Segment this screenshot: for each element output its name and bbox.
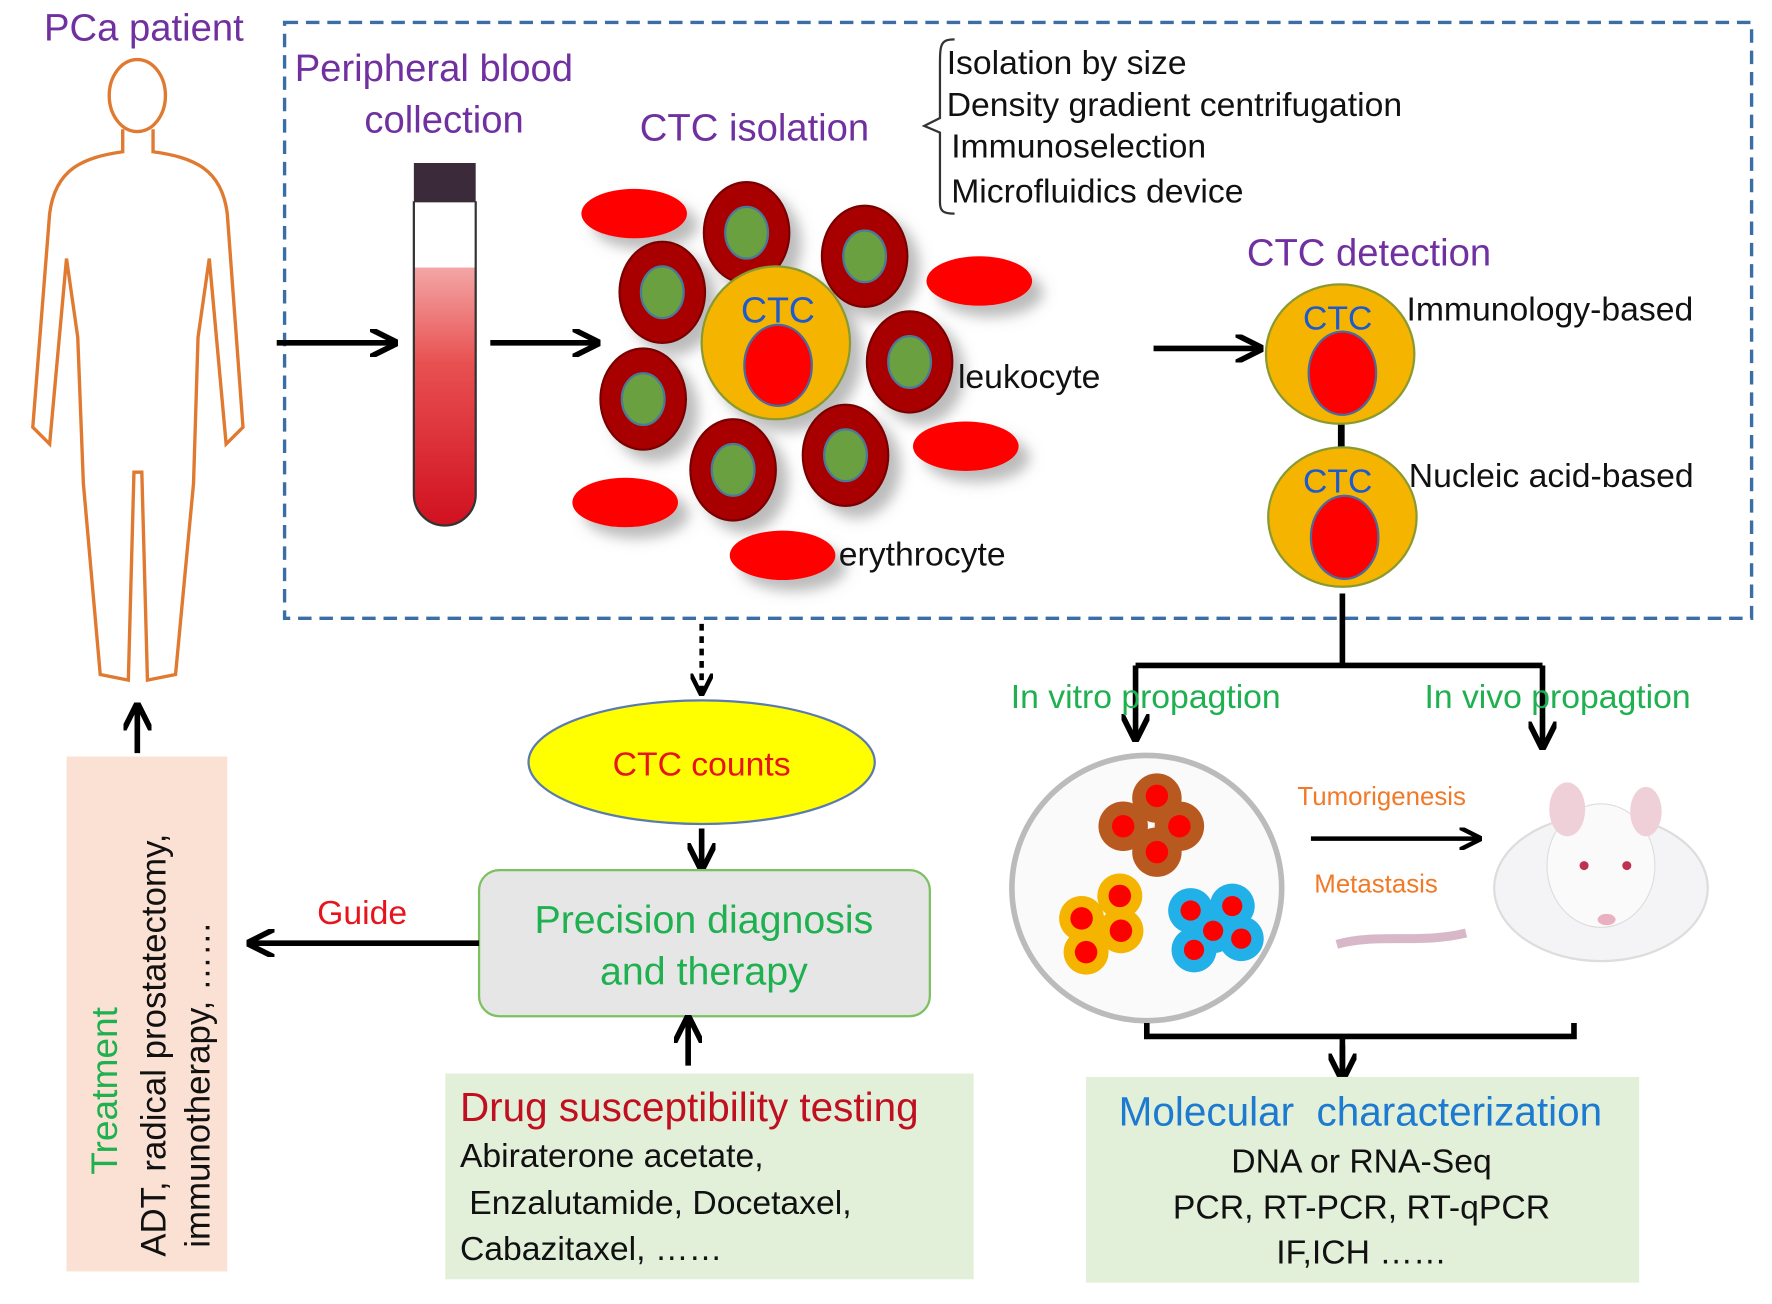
blood-tube-icon bbox=[412, 163, 477, 527]
method-item: Density gradient centrifugation bbox=[947, 86, 1402, 124]
ctc-cell-icon bbox=[1264, 283, 1418, 588]
treatment-box bbox=[66, 756, 228, 1272]
drug-title: Drug susceptibility testing bbox=[460, 1084, 919, 1130]
drug-line: Abiraterone acetate, bbox=[460, 1137, 764, 1175]
ctc-cell-icon bbox=[700, 265, 852, 421]
treatment-line1: ADT, radical prostatectomy, bbox=[134, 834, 173, 1257]
isolation-detection-frame bbox=[282, 20, 1754, 620]
detection-label: CTC detection bbox=[1247, 231, 1491, 274]
cell-cluster bbox=[572, 180, 1033, 581]
blood-label-line1: Peripheral blood bbox=[295, 47, 573, 90]
erythrocyte-label: erythrocyte bbox=[839, 535, 1006, 573]
molecular-box bbox=[1086, 1076, 1640, 1283]
leukocyte-label: leukocyte bbox=[958, 358, 1100, 396]
ctc-label: CTC bbox=[1303, 462, 1372, 500]
precision-line2: and therapy bbox=[600, 950, 808, 994]
molecular-line: IF,ICH …… bbox=[1276, 1234, 1446, 1272]
in-vitro-label: In vitro propagtion bbox=[1011, 678, 1281, 716]
drug-line: Cabazitaxel, …… bbox=[460, 1230, 722, 1268]
merge-connector bbox=[1143, 1022, 1577, 1074]
ctc-label: CTC bbox=[741, 290, 815, 331]
precision-line1: Precision diagnosis bbox=[534, 898, 873, 942]
molecular-title: Molecular characterization bbox=[1119, 1088, 1602, 1134]
detection-method: Immunology-based bbox=[1406, 290, 1693, 328]
methods-brace bbox=[921, 38, 955, 215]
blood-label-line2: collection bbox=[364, 99, 523, 142]
molecular-line: DNA or RNA-Seq bbox=[1231, 1142, 1491, 1180]
ctc-label: CTC bbox=[1303, 299, 1372, 337]
erythrocyte-icon bbox=[572, 188, 1033, 581]
method-item: Isolation by size bbox=[947, 44, 1187, 82]
ctc-counts-node bbox=[527, 699, 876, 826]
method-item: Immunoselection bbox=[951, 127, 1206, 165]
treatment-title: Treatment bbox=[83, 1006, 125, 1174]
human-silhouette-icon bbox=[31, 57, 245, 683]
ctc-counts-label: CTC counts bbox=[613, 746, 791, 784]
drug-testing-box bbox=[445, 1073, 974, 1280]
propagation-branch bbox=[1135, 593, 1543, 669]
in-vivo-label: In vivo propagtion bbox=[1424, 678, 1690, 716]
drug-line: Enzalutamide, Docetaxel, bbox=[460, 1184, 852, 1222]
isolation-methods-list: Isolation by size Density gradient centr… bbox=[947, 44, 1402, 210]
tumorigenesis-label: Tumorigenesis bbox=[1297, 783, 1466, 811]
molecular-line: PCR, RT-PCR, RT-qPCR bbox=[1173, 1189, 1550, 1227]
method-item: Microfluidics device bbox=[951, 172, 1243, 210]
detection-method: Nucleic acid-based bbox=[1409, 457, 1694, 495]
mouse-icon bbox=[1335, 782, 1709, 963]
petri-dish-icon bbox=[1009, 752, 1285, 1024]
guide-label: Guide bbox=[317, 894, 407, 932]
metastasis-label: Metastasis bbox=[1314, 871, 1438, 899]
isolation-label: CTC isolation bbox=[640, 107, 869, 150]
precision-node bbox=[477, 868, 931, 1018]
treatment-line2: immunotherapy, …… bbox=[178, 921, 217, 1247]
patient-label: PCa patient bbox=[44, 6, 244, 49]
